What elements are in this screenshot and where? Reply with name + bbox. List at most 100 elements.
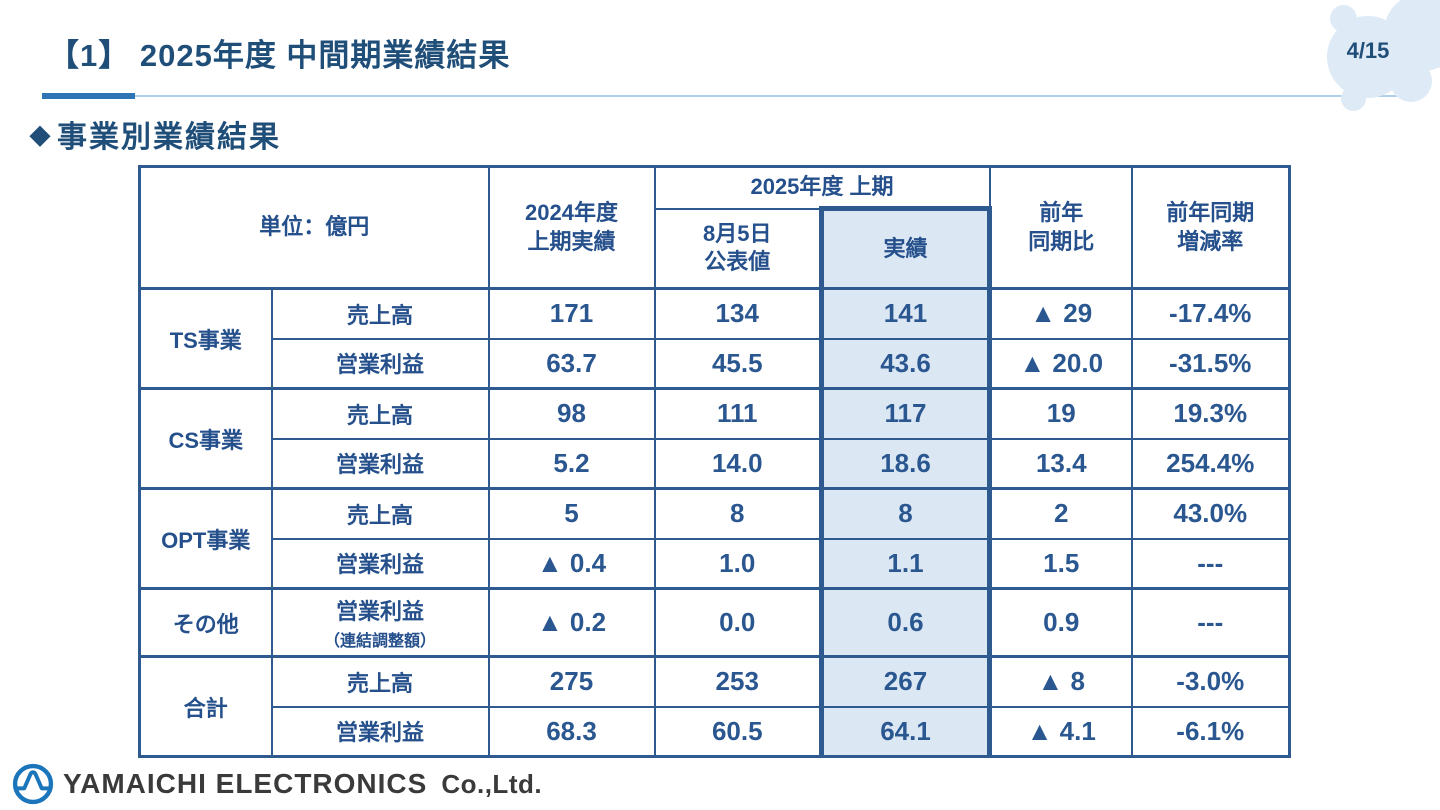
table-row: 営業利益 ▲ 0.4 1.0 1.1 1.5 --- <box>140 538 1291 590</box>
value-cell: 43.0% <box>1130 487 1291 540</box>
value-cell: 111 <box>653 387 823 440</box>
value-cell-actual: 18.6 <box>819 438 992 490</box>
diamond-icon: ◆ <box>30 118 52 149</box>
header-line: 8月5日 <box>703 220 772 246</box>
segment-cell: OPT事業 <box>138 487 273 590</box>
value-cell: 2 <box>988 487 1133 540</box>
value-cell: ▲ 0.2 <box>487 587 656 658</box>
company-suffix: Co.,Ltd. <box>441 768 543 799</box>
header-line: 前年 <box>1039 199 1084 225</box>
table-row: 営業利益 5.2 14.0 18.6 13.4 254.4% <box>140 438 1291 490</box>
table-header-row: 単位：億円 2024年度 上期実績 2025年度 上期 前年 同期比 前年同期 … <box>138 165 1291 290</box>
results-table-container: 単位：億円 2024年度 上期実績 2025年度 上期 前年 同期比 前年同期 … <box>138 165 1291 758</box>
fy2024-header-cell: 2024年度 上期実績 <box>487 165 656 290</box>
value-cell: ▲ 29 <box>988 287 1133 340</box>
metric-note: （連結調整額） <box>323 633 436 650</box>
value-cell: 275 <box>487 655 656 708</box>
header-line: 同期比 <box>1028 228 1095 254</box>
value-cell: 98 <box>487 387 656 440</box>
table-row: CS事業 売上高 98 111 117 19 19.3% <box>138 387 1291 490</box>
company-name: YAMAICHI ELECTRONICS <box>63 768 428 799</box>
title-underline-accent <box>42 93 135 99</box>
value-cell: 171 <box>487 287 656 340</box>
value-cell: 254.4% <box>1130 438 1291 490</box>
value-cell: ▲ 20.0 <box>988 338 1133 390</box>
fy2025-group-header-cell: 2025年度 上期 <box>653 165 991 210</box>
value-cell: -6.1% <box>1130 706 1291 758</box>
header-line: 上期実績 <box>527 228 616 254</box>
header-line: 2024年度 <box>525 199 618 225</box>
value-cell: ▲ 0.4 <box>487 538 656 590</box>
value-cell: 134 <box>653 287 823 340</box>
value-cell: 13.4 <box>988 438 1133 490</box>
header-line: 前年同期 <box>1166 199 1255 225</box>
blob-circle-icon <box>1341 86 1366 111</box>
table-header-row: 8月5日 公表値 実績 <box>140 206 1290 290</box>
value-cell: 0.0 <box>653 587 823 658</box>
section-title: 事業別業績結果 <box>57 121 281 154</box>
value-cell: 5.2 <box>487 438 656 490</box>
table-row: 合計 売上高 275 253 267 ▲ 8 -3.0% <box>138 655 1291 758</box>
value-cell: ▲ 4.1 <box>988 706 1133 758</box>
page-number: 4/15 <box>1346 38 1390 63</box>
metric-cell: 売上高 <box>270 655 490 708</box>
segment-cell: CS事業 <box>138 387 273 490</box>
segment-cell: その他 <box>138 587 273 658</box>
header-line: 公表値 <box>704 249 771 275</box>
value-cell: ▲ 8 <box>988 655 1133 708</box>
value-cell-actual: 117 <box>819 387 992 440</box>
value-cell-actual: 0.6 <box>819 587 992 658</box>
unit-header-cell: 単位：億円 <box>138 165 490 290</box>
value-cell-actual: 64.1 <box>819 706 992 758</box>
metric-cell: 売上高 <box>270 287 490 340</box>
value-cell: 68.3 <box>487 706 656 758</box>
table-row: 営業利益 68.3 60.5 64.1 ▲ 4.1 -6.1% <box>140 706 1291 758</box>
metric-cell: 営業利益 <box>270 438 490 490</box>
segment-cell: TS事業 <box>138 287 273 390</box>
value-cell: 1.5 <box>988 538 1133 590</box>
results-table: 単位：億円 2024年度 上期実績 2025年度 上期 前年 同期比 前年同期 … <box>138 165 1291 758</box>
value-cell-actual: 43.6 <box>819 338 992 390</box>
value-cell: 19 <box>988 387 1133 440</box>
actual-header-cell: 実績 <box>819 206 992 290</box>
metric-cell: 営業利益 <box>270 706 490 758</box>
footer-logo: YAMAICHI ELECTRONICS Co.,Ltd. <box>12 763 542 805</box>
metric-cell: 売上高 <box>270 487 490 540</box>
metric-cell: 営業利益 <box>270 538 490 590</box>
page-title: 【1】 2025年度 中間期業績結果 <box>48 38 511 73</box>
yamaichi-logo-icon <box>12 763 54 805</box>
value-cell-actual: 8 <box>819 487 992 540</box>
value-cell-actual: 141 <box>819 287 992 340</box>
table-row: 営業利益 63.7 45.5 43.6 ▲ 20.0 -31.5% <box>140 338 1291 390</box>
metric-cell: 営業利益 （連結調整額） <box>270 587 490 658</box>
value-cell: 1.0 <box>653 538 823 590</box>
value-cell-actual: 1.1 <box>819 538 992 590</box>
value-cell: 5 <box>487 487 656 540</box>
header-line: 増減率 <box>1177 228 1244 254</box>
value-cell: 14.0 <box>653 438 823 490</box>
table-row: その他 営業利益 （連結調整額） ▲ 0.2 0.0 0.6 0.9 --- <box>138 587 1291 658</box>
value-cell: 253 <box>653 655 823 708</box>
value-cell: -17.4% <box>1130 287 1291 340</box>
value-cell: --- <box>1130 587 1291 658</box>
value-cell-actual: 267 <box>819 655 992 708</box>
value-cell: 60.5 <box>653 706 823 758</box>
table-row: TS事業 売上高 171 134 141 ▲ 29 -17.4% <box>138 287 1291 390</box>
yoy-rate-header-cell: 前年同期 増減率 <box>1130 165 1291 290</box>
blob-circle-icon <box>1390 60 1432 102</box>
metric-cell: 売上高 <box>270 387 490 440</box>
section-heading: ◆ 事業別業績結果 <box>30 112 281 156</box>
value-cell: 0.9 <box>988 587 1133 658</box>
value-cell: 63.7 <box>487 338 656 390</box>
table-row: OPT事業 売上高 5 8 8 2 43.0% <box>138 487 1291 590</box>
yoy-diff-header-cell: 前年 同期比 <box>988 165 1133 290</box>
published-header-cell: 8月5日 公表値 <box>653 207 823 290</box>
value-cell: --- <box>1130 538 1291 590</box>
value-cell: 45.5 <box>653 338 823 390</box>
value-cell: 8 <box>653 487 823 540</box>
segment-cell: 合計 <box>138 655 273 758</box>
title-underline <box>135 95 1402 97</box>
value-cell: 19.3% <box>1130 387 1291 440</box>
metric-label: 営業利益 <box>335 599 424 624</box>
